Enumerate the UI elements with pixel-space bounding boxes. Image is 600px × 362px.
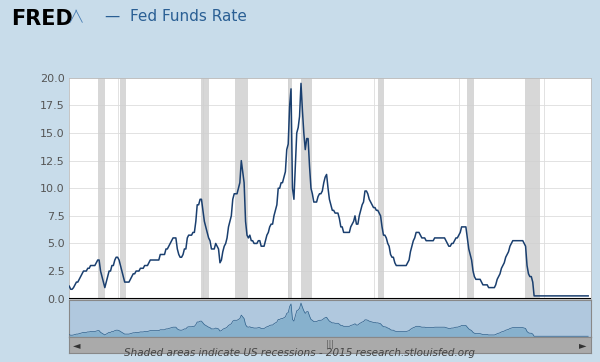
Bar	[301, 78, 311, 299]
Text: —  Fed Funds Rate: — Fed Funds Rate	[105, 9, 247, 24]
Text: FRED: FRED	[11, 9, 73, 29]
Text: ►: ►	[580, 340, 587, 350]
Bar	[525, 78, 540, 299]
Text: ╱╲: ╱╲	[69, 9, 83, 22]
Bar	[288, 78, 292, 299]
Bar	[235, 78, 248, 299]
Bar	[120, 78, 126, 299]
Text: |||: |||	[326, 340, 334, 349]
Text: ◄: ◄	[73, 340, 80, 350]
Bar	[201, 78, 209, 299]
Bar	[467, 78, 474, 299]
Bar	[98, 78, 105, 299]
Bar	[378, 78, 384, 299]
Text: Shaded areas indicate US recessions - 2015 research.stlouisfed.org: Shaded areas indicate US recessions - 20…	[125, 348, 476, 358]
